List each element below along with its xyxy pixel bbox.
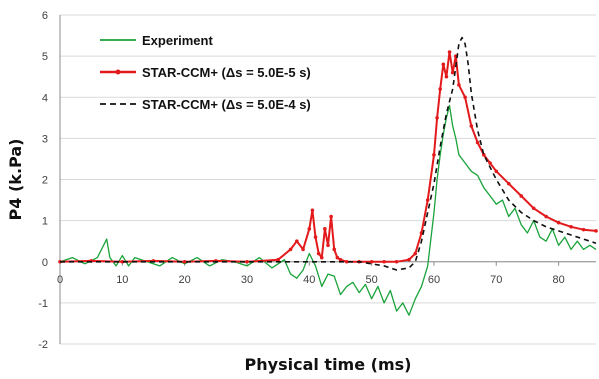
y-tick-label: 1: [42, 216, 48, 228]
data-point: [295, 239, 299, 243]
data-point: [288, 247, 293, 252]
y-tick-label: 3: [42, 133, 48, 145]
x-axis-title: Physical time (ms): [245, 355, 412, 374]
data-point: [435, 116, 439, 120]
legend: Experiment STAR-CCM+ (Δs = 5.0E-5 s) STAR-…: [100, 33, 311, 112]
x-tick-label: 0: [57, 274, 63, 286]
x-tick-label: 60: [428, 274, 440, 286]
data-point: [447, 50, 452, 54]
series-group: [58, 36, 598, 316]
legend-label: STAR-CCM+ (Δs = 5.0E-4 s): [142, 97, 311, 112]
x-tick-label: 50: [366, 274, 378, 286]
data-point: [307, 227, 312, 231]
data-point: [519, 194, 524, 198]
y-tick-label: 6: [42, 10, 48, 22]
data-point: [338, 257, 343, 262]
data-point: [475, 140, 480, 145]
data-point: [531, 206, 536, 211]
x-tick-label: 30: [241, 274, 253, 286]
x-tick-label: 80: [552, 274, 564, 286]
data-point: [316, 251, 321, 256]
data-point: [329, 214, 333, 219]
data-point: [335, 255, 340, 260]
data-point: [332, 247, 337, 252]
x-tick-label: 40: [303, 274, 315, 286]
x-tick-label: 10: [116, 274, 128, 286]
legend-marker: [115, 69, 121, 75]
data-point: [544, 214, 548, 219]
y-tick-label: -2: [38, 339, 48, 351]
data-point: [444, 74, 449, 79]
data-point: [326, 243, 330, 248]
y-axis-title: P4 (k.Pa): [6, 139, 25, 221]
data-point: [413, 251, 418, 256]
data-point: [301, 247, 305, 252]
y-tick-label: 4: [42, 92, 48, 104]
data-point: [394, 259, 399, 264]
y-tick-label: 0: [42, 257, 48, 269]
data-point: [323, 227, 327, 231]
data-point: [463, 95, 467, 100]
data-point: [182, 259, 187, 264]
legend-label: Experiment: [142, 33, 213, 48]
data-point: [441, 62, 446, 67]
y-tick-label: 5: [42, 51, 48, 63]
data-point: [344, 259, 349, 264]
data-point: [276, 257, 280, 262]
data-point: [594, 229, 598, 233]
y-tick-label: -1: [38, 298, 48, 310]
data-point: [245, 259, 249, 264]
data-point: [369, 259, 374, 264]
data-point: [310, 208, 315, 213]
data-point: [488, 161, 492, 165]
x-tick-label: 70: [490, 274, 502, 286]
y-tick-label: 2: [42, 175, 48, 187]
data-point: [432, 153, 436, 157]
data-point: [438, 87, 442, 91]
data-point: [569, 224, 573, 229]
legend-label: STAR-CCM+ (Δs = 5.0E-5 s): [142, 65, 311, 80]
data-point: [469, 124, 474, 128]
data-point: [425, 198, 430, 202]
data-point: [382, 259, 386, 264]
data-point: [506, 181, 511, 186]
data-point: [494, 169, 499, 174]
data-point: [457, 83, 461, 87]
data-point: [450, 70, 455, 75]
data-point: [581, 227, 586, 232]
data-point: [556, 220, 561, 225]
x-tick-label: 20: [179, 274, 191, 286]
data-point: [313, 235, 318, 239]
data-point: [319, 255, 324, 260]
data-point: [407, 257, 411, 262]
series-line-2: [60, 36, 597, 271]
data-point: [120, 259, 125, 264]
